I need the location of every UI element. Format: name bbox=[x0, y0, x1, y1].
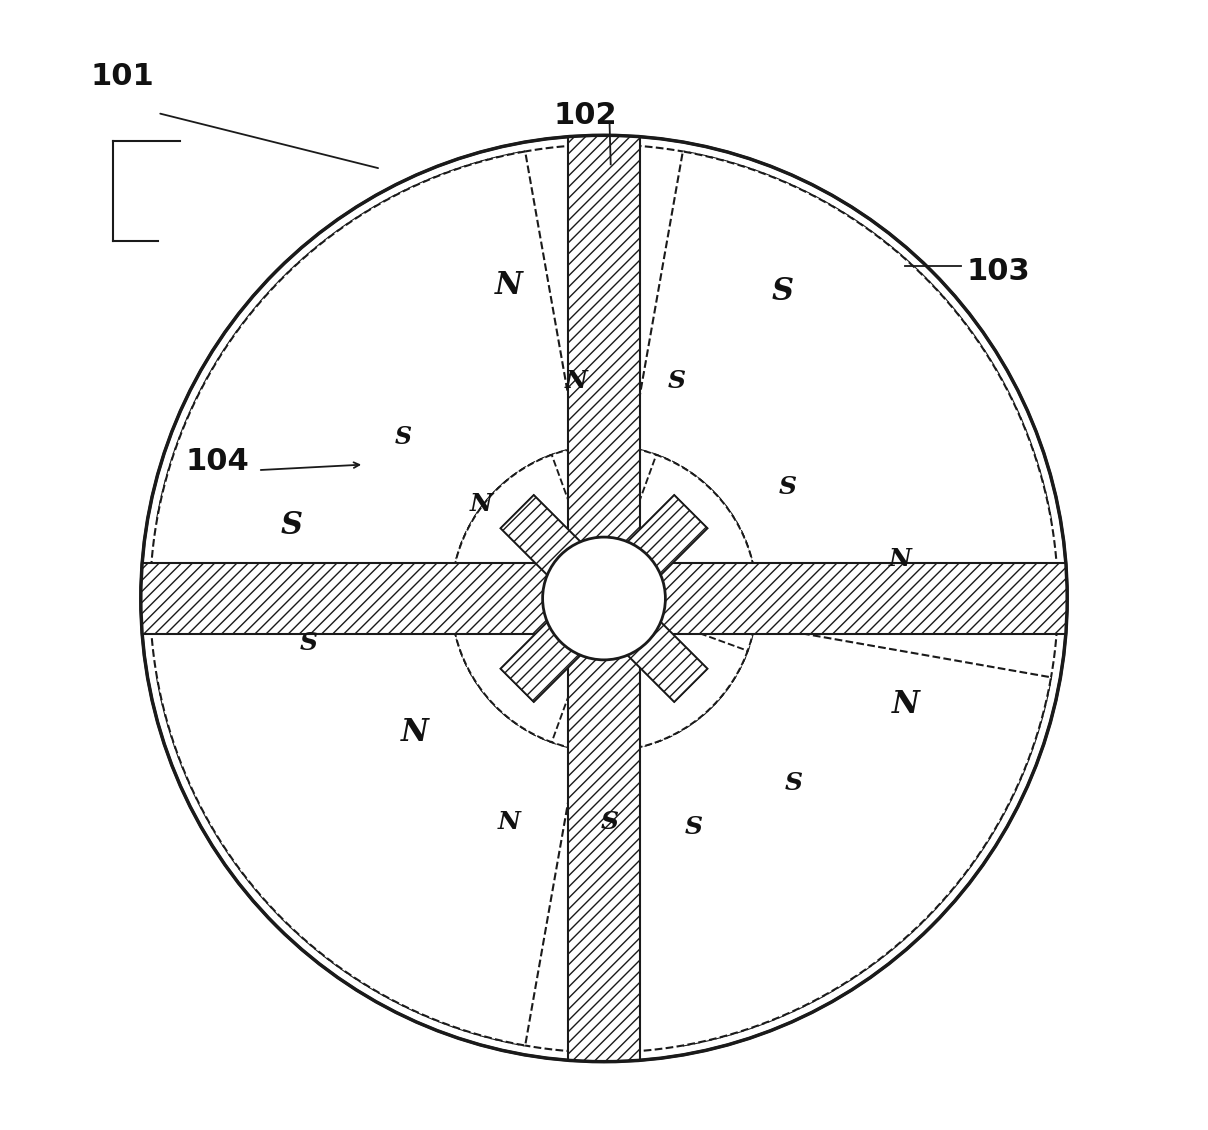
Text: S: S bbox=[280, 511, 302, 541]
Text: S: S bbox=[684, 815, 702, 840]
Text: N: N bbox=[400, 716, 428, 748]
Polygon shape bbox=[500, 495, 708, 702]
Text: N: N bbox=[564, 368, 587, 393]
Polygon shape bbox=[94, 563, 1114, 634]
Text: 101: 101 bbox=[91, 62, 155, 92]
Polygon shape bbox=[460, 445, 748, 576]
Polygon shape bbox=[460, 620, 748, 751]
Circle shape bbox=[542, 537, 666, 660]
Polygon shape bbox=[150, 151, 577, 1045]
Text: 103: 103 bbox=[966, 258, 1030, 286]
Polygon shape bbox=[631, 151, 1058, 1045]
Text: N: N bbox=[498, 810, 521, 834]
Polygon shape bbox=[500, 495, 708, 702]
Text: S: S bbox=[785, 771, 803, 794]
Text: 104: 104 bbox=[186, 447, 249, 476]
Text: N: N bbox=[495, 270, 523, 302]
Text: N: N bbox=[888, 547, 911, 572]
Text: S: S bbox=[600, 810, 618, 834]
Text: N: N bbox=[470, 492, 493, 515]
Polygon shape bbox=[500, 495, 708, 702]
Circle shape bbox=[141, 136, 1067, 1062]
Polygon shape bbox=[157, 625, 1051, 1052]
Polygon shape bbox=[626, 455, 757, 742]
Polygon shape bbox=[157, 145, 1051, 572]
Text: N: N bbox=[892, 689, 919, 720]
Text: S: S bbox=[772, 276, 794, 307]
Text: S: S bbox=[779, 475, 797, 498]
Polygon shape bbox=[568, 89, 640, 1109]
Text: S: S bbox=[668, 368, 686, 393]
Text: S: S bbox=[300, 632, 318, 655]
Text: S: S bbox=[395, 425, 412, 449]
Polygon shape bbox=[500, 495, 708, 702]
Text: 102: 102 bbox=[553, 102, 617, 130]
Polygon shape bbox=[451, 455, 582, 742]
